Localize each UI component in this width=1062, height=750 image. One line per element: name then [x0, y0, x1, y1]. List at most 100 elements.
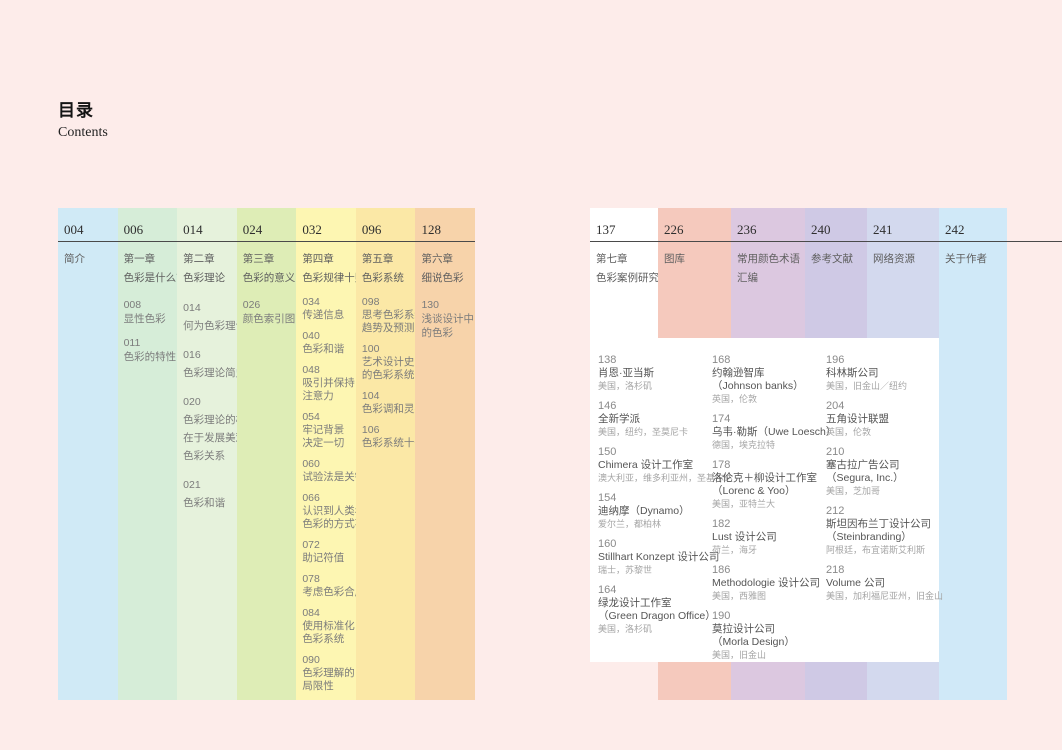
- toc-item-title-line: 考虑色彩合成: [302, 586, 356, 598]
- toc-item-title-line: 色彩理解的: [302, 667, 355, 679]
- column-page-number: 128: [421, 222, 441, 237]
- toc-item-title-line: 思考色彩系统: [361, 309, 416, 321]
- toc-item-page: 084: [302, 607, 320, 619]
- toc-item: 040 色彩和谐: [302, 330, 350, 356]
- chapter-title: 第五章 色彩系统: [362, 250, 410, 288]
- case-study-page: 196: [826, 354, 845, 366]
- toc-item-page: 106: [361, 424, 380, 436]
- toc-item-page: 048: [302, 364, 320, 376]
- right-group-rule: [590, 241, 1062, 242]
- toc-item-page: 078: [302, 573, 320, 585]
- case-study-page: 146: [598, 400, 617, 412]
- toc-item: 072 助记符值: [302, 539, 350, 565]
- toc-item: 034 传递信息: [302, 296, 350, 322]
- toc-item-title-line: 何为色彩理论？: [183, 320, 237, 332]
- chapter-title-line: 色彩系统: [361, 272, 404, 284]
- case-study-name: 全新学派: [598, 413, 640, 425]
- toc-item-page: 040: [302, 330, 320, 342]
- case-study-name: 乌韦·勒斯（Uwe Loesch）: [712, 426, 837, 438]
- toc-item-title-line: 的色彩系统: [361, 369, 415, 381]
- toc-item-page: 011: [123, 337, 141, 349]
- chapter-title-line: 细说色彩: [421, 272, 464, 284]
- toc-item: 014 何为色彩理论？: [183, 299, 237, 335]
- case-study-entry: 204 五角设计联盟 英国，伦敦: [826, 400, 936, 439]
- case-study-location: 美国，洛杉矶: [598, 381, 653, 391]
- case-study-location: 爱尔兰，都柏林: [598, 519, 662, 529]
- case-studies-column-1: 138 肖恩·亚当斯 美国，洛杉矶 146 全新学派 美国，纽约，圣莫尼卡 150 Chime…: [598, 354, 733, 643]
- toc-item-title-line: 注意力: [302, 390, 334, 402]
- case-study-name: Stillhart Konzept 设计公司: [598, 551, 720, 563]
- toc-item-page: 104: [361, 390, 380, 402]
- toc-item: 020 色彩理论的核心在于发展美观的色彩关系: [183, 393, 237, 465]
- toc-item-title-line: 吸引并保持: [302, 377, 355, 389]
- toc-item-title-line: 颜色索引图: [242, 313, 296, 325]
- chapter-title-line: 网络资源: [873, 253, 915, 265]
- case-study-entry: 218 Volume 公司 美国，加利福尼亚州，旧金山: [826, 564, 943, 603]
- left-group-rule: [58, 241, 475, 242]
- case-study-name: 塞古拉广告公司: [826, 459, 900, 471]
- toc-item-title-line: 助记符值: [302, 552, 345, 564]
- chapter-title: 关于作者: [945, 250, 1001, 269]
- toc-item-title-line: 色彩理论的核心: [183, 414, 237, 426]
- column-page-number: 236: [737, 222, 757, 237]
- case-study-page: 178: [712, 459, 731, 471]
- case-study-page: 182: [712, 518, 731, 530]
- column-page-number: 024: [242, 222, 263, 237]
- column-page-number: 137: [596, 222, 616, 237]
- case-study-entry: 154 迪纳摩（Dynamo） 爱尔兰，都柏林: [598, 492, 708, 531]
- case-study-name: 莫拉设计公司: [712, 623, 775, 635]
- toc-item-title-line: 色彩的特性: [123, 351, 177, 363]
- case-study-location: 德国，埃克拉特: [712, 440, 776, 450]
- toc-item: 100艺术设计史中的色彩系统: [361, 343, 416, 382]
- toc-item-title-line: 色彩和谐: [183, 497, 226, 509]
- case-study-page: 212: [826, 505, 845, 517]
- toc-item: 098思考色彩系统趋势及预测: [361, 296, 416, 335]
- toc-item-title-line: 显性色彩: [123, 313, 166, 325]
- toc-item: 011 色彩的特性: [123, 336, 177, 364]
- case-study-page: 210: [826, 446, 845, 458]
- column-page-number: 004: [64, 222, 84, 237]
- case-study-name: 斯坦因布兰丁设计公司: [826, 518, 931, 530]
- case-study-name: （Johnson banks）: [712, 380, 804, 392]
- chapter-title-line: 汇编: [737, 272, 758, 284]
- case-study-name: 洛伦克＋柳设计工作室: [712, 472, 817, 484]
- case-study-entry: 182 Lust 设计公司 荷兰，海牙: [712, 518, 822, 557]
- case-study-location: 瑞士，苏黎世: [598, 565, 653, 575]
- toc-item-page: 066: [302, 492, 320, 504]
- toc-item-page: 130: [421, 299, 439, 311]
- case-study-location: 美国，芝加哥: [826, 486, 881, 496]
- toc-item: 048 吸引并保持 注意力: [302, 364, 355, 403]
- case-study-name: 约翰逊智库: [712, 367, 765, 379]
- toc-item-title-line: 传递信息: [302, 309, 345, 321]
- case-study-name: Lust 设计公司: [712, 531, 777, 543]
- case-study-entry: 164 绿龙设计工作室 （Green Dragon Office） 美国，洛杉矶: [598, 584, 716, 636]
- toc-item-title-line: 浅谈设计中: [421, 313, 474, 325]
- column-page-number: 096: [361, 222, 382, 237]
- toc-item-title-line: 趋势及预测: [361, 322, 415, 334]
- case-study-location: 美国，纽约，圣莫尼卡: [598, 427, 689, 437]
- chapter-title-line: 第二章: [183, 253, 215, 265]
- toc-item: 016 色彩理论简史: [183, 346, 237, 382]
- chapter-title: 第三章 色彩的意义: [243, 250, 296, 288]
- chapter-title: 图库: [664, 250, 725, 269]
- case-study-location: 美国，旧金山／纽约: [826, 381, 908, 391]
- toc-item-title-line: 使用标准化: [302, 620, 355, 632]
- chapter-title-line: 第六章: [421, 253, 453, 265]
- toc-item-title-line: 试验法是关键: [302, 471, 356, 483]
- case-studies-column-2: 168 约翰逊智库 （Johnson banks） 英国，伦敦 174 乌韦·勒斯（Uwe…: [712, 354, 837, 669]
- toc-item: 106色彩系统十一则: [361, 424, 416, 450]
- case-study-entry: 146 全新学派美国，纽约，圣莫尼卡: [598, 400, 708, 439]
- case-study-name: 肖恩·亚当斯: [598, 367, 654, 379]
- column-page-number: 014: [183, 222, 203, 237]
- toc-item-title-line: 色彩关系: [183, 450, 226, 462]
- case-study-name: （Lorenc & Yoo）: [712, 485, 796, 497]
- case-study-page: 190: [712, 610, 731, 622]
- case-study-entry: 186 Methodologie 设计公司 美国，西雅图: [712, 564, 822, 603]
- case-studies-panel: 138 肖恩·亚当斯 美国，洛杉矶 146 全新学派 美国，纽约，圣莫尼卡 150 Chime…: [590, 338, 943, 662]
- case-study-name: 五角设计联盟: [826, 413, 889, 425]
- toc-item-page: 072: [302, 539, 320, 551]
- chapter-title-line: 第一章: [123, 253, 156, 265]
- case-study-name: Volume 公司: [826, 577, 885, 589]
- toc-item-title-line: 色彩调和灵感: [361, 403, 416, 415]
- case-study-location: 英国，伦敦: [826, 427, 872, 437]
